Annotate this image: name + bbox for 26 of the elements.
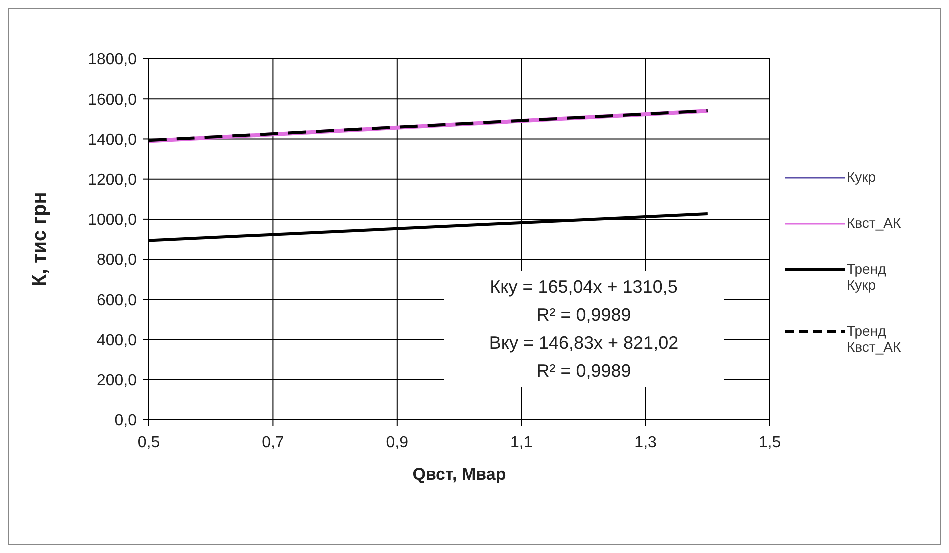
- y-tick-label: 400,0: [96, 332, 138, 350]
- y-tick-label: 800,0: [96, 252, 138, 270]
- x-tick-label: 1,5: [758, 434, 782, 452]
- y-tick-label: 1400,0: [88, 132, 138, 149]
- y-tick-label: 1000,0: [88, 212, 138, 230]
- x-tick-label: 1,1: [510, 434, 533, 452]
- annotation: R² = 0,9989: [536, 304, 632, 327]
- legend-label: Тренд Квст_АК: [847, 322, 902, 354]
- annotation: R² = 0,9989: [536, 360, 632, 383]
- y-tick-label: 1200,0: [88, 172, 138, 190]
- x-tick-label: 0,5: [138, 434, 160, 452]
- legend-label: Кукр: [847, 168, 878, 184]
- y-tick-label: 0,0: [114, 412, 138, 430]
- x-axis-title: Qвст, Мвар: [412, 465, 506, 484]
- y-axis-title: К, тис грн: [29, 192, 52, 287]
- y-tick-label: 600,0: [96, 292, 138, 310]
- annotation: Кку = 165,04x + 1310,5: [489, 276, 679, 299]
- x-tick-label: 0,9: [386, 434, 409, 452]
- x-tick-label: 0,7: [262, 434, 284, 452]
- y-tick-label: 1600,0: [88, 92, 138, 109]
- legend-label: Квст_АК: [847, 214, 902, 230]
- annotation: Вку = 146,83x + 821,02: [488, 332, 680, 355]
- legend-label: Тренд Кукр: [847, 260, 888, 292]
- y-tick-label: 200,0: [96, 372, 138, 390]
- y-tick-label: 1800,0: [88, 52, 138, 69]
- x-tick-label: 1,3: [634, 434, 658, 452]
